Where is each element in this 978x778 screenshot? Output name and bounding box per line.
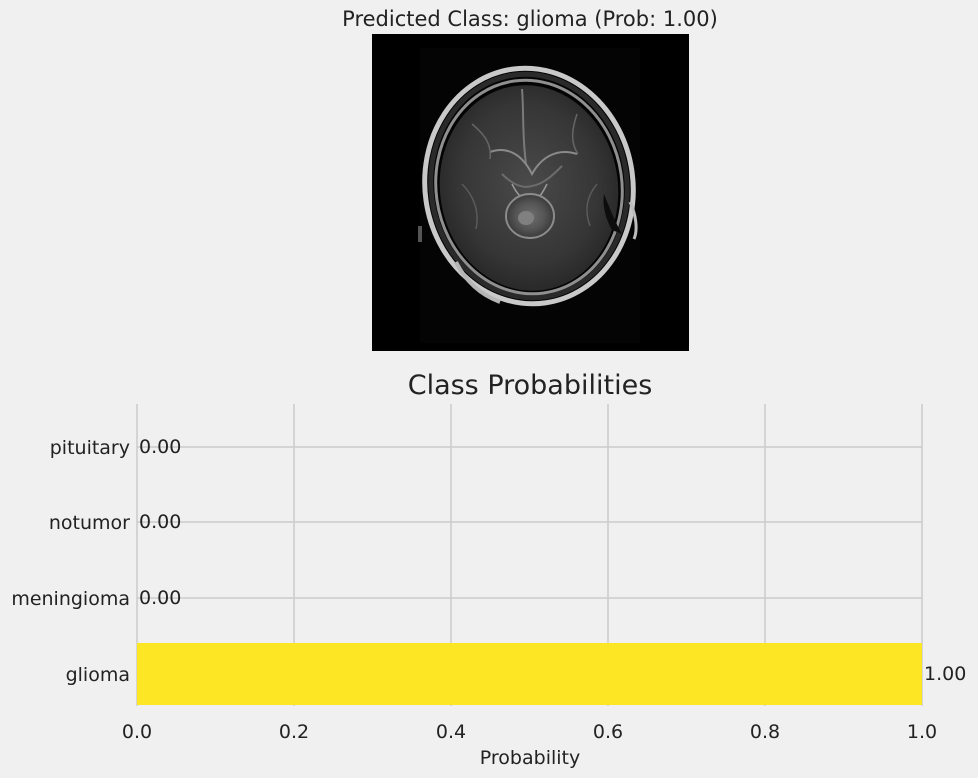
chart-title: Class Probabilities (408, 370, 653, 401)
x-tick-label: 0.0 (122, 721, 152, 743)
labels: 0.0 0.2 0.4 0.6 0.8 1.0 glioma 1.00 meningioma 0.… (11, 436, 966, 743)
category-label-glioma: glioma (66, 664, 130, 686)
value-label-notumor: 0.00 (139, 511, 181, 533)
x-axis-label: Probability (480, 747, 580, 769)
category-label-notumor: notumor (49, 512, 130, 534)
x-tick-label: 0.4 (436, 721, 466, 743)
value-label-glioma: 1.00 (924, 663, 966, 685)
category-label-pituitary: pituitary (50, 437, 130, 459)
prediction-title: Predicted Class: glioma (Prob: 1.00) (342, 7, 718, 31)
x-tick-label: 0.6 (593, 721, 623, 743)
brain-mri-image (372, 34, 689, 351)
bars (137, 643, 922, 705)
value-label-pituitary: 0.00 (139, 436, 181, 458)
x-tick-label: 1.0 (907, 721, 937, 743)
value-label-meningioma: 0.00 (139, 587, 181, 609)
x-tick-label: 0.2 (279, 721, 309, 743)
bar-glioma (137, 643, 922, 705)
x-tick-label: 0.8 (750, 721, 780, 743)
category-label-meningioma: meningioma (11, 588, 130, 610)
brain-mri-scan-icon (372, 34, 689, 351)
